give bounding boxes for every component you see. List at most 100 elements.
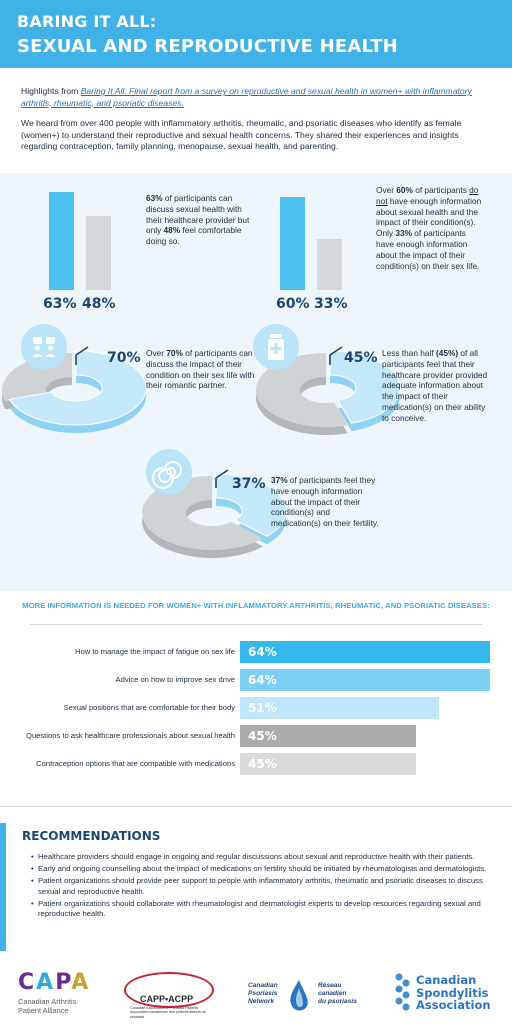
recommendations-section: RECOMMENDATIONS Healthcare providers sho… [0, 823, 512, 951]
needs-row: Contraception options that are compatibl… [0, 753, 512, 775]
medication-donut-value-slice [329, 350, 401, 424]
capa-letter: C [18, 970, 37, 995]
info-text-d: of participants have enough information … [376, 228, 480, 271]
needs-bar-value: 64% [248, 673, 277, 687]
partner-pct: 70% [166, 348, 183, 358]
info-pct-a: 60% [396, 185, 413, 195]
comfort-bar-48 [86, 215, 111, 290]
needs-bar-value: 45% [248, 757, 277, 771]
fertility-donut-leader-line [215, 469, 229, 488]
cpn-en-line2: Psoriasis [248, 990, 278, 997]
comfort-text-b: feel comfortable doing so. [146, 225, 242, 247]
cpn-fr-line3: du psoriasis [318, 998, 357, 1005]
csa-logo: Canadian Spondylitis Association [392, 972, 510, 1016]
partner-text-b: of participants can discuss the impact o… [146, 348, 255, 391]
capa-letter: A [36, 970, 56, 995]
capp-wordmark: CAPP•ACPP [140, 994, 194, 1004]
needs-title: MORE INFORMATION IS NEEDED FOR WOMEN+ WI… [22, 601, 490, 610]
header-title-line1: BARING IT ALL: [17, 12, 157, 31]
needs-row-label: Advice on how to improve sex drive [115, 675, 235, 684]
capa-subtitle: Canadian Arthritis Patient Alliance [18, 997, 90, 1015]
medication-donut [256, 346, 401, 435]
needs-bar: 64% [240, 669, 490, 691]
needs-row: Sexual positions that are comfortable fo… [0, 697, 512, 719]
info-text-a: Over [376, 185, 397, 195]
medicine-bottle-icon [253, 324, 299, 370]
needs-row-label: Contraception options that are compatibl… [36, 759, 235, 768]
medication-stat-text: Less than half (45%) of all participants… [382, 348, 494, 424]
recommendations-accent [0, 823, 6, 951]
capp-logo: CAPP•ACPP Canadian Association of Psoria… [120, 972, 220, 1020]
cpn-fr-line1: Réseau [318, 982, 342, 989]
needs-row-label: How to manage the impact of fatigue on s… [75, 647, 235, 656]
needs-row-label: Questions to ask healthcare professional… [26, 731, 235, 740]
header-title-line2: SEXUAL AND REPRODUCTIVE HEALTH [17, 36, 398, 57]
comfort-pct-b: 48% [163, 225, 181, 236]
cpn-french: Réseau canadien du psoriasis [318, 982, 357, 1006]
info-text-c: have enough information about sexual hea… [376, 195, 482, 239]
comfort-pct-a: 63% [146, 193, 163, 203]
fertility-pct: 37% [271, 475, 288, 485]
capa-letter: P [55, 970, 72, 995]
cpn-en-line1: Canadian [248, 982, 278, 989]
partner-percent: 70% [107, 350, 141, 366]
medication-text-a: Less than half [382, 348, 436, 358]
needs-bar-value: 51% [248, 701, 277, 715]
cpn-drop-icon [290, 980, 308, 1011]
comfort-stat-text: 63% of participants can discuss sexual h… [146, 193, 250, 247]
report-link[interactable]: Baring It All: Final report from a surve… [21, 86, 472, 108]
fertility-text: of participants feel they have enough in… [271, 475, 379, 529]
needs-divider-top [30, 624, 482, 625]
medication-text-b: of all participants feel that their heal… [382, 348, 488, 423]
cpn-en-line3: Network [248, 998, 275, 1005]
intro-paragraph-1: Highlights from Baring It All: Final rep… [21, 86, 491, 109]
needs-bar: 64% [240, 641, 490, 663]
info-do-not: do not [376, 185, 479, 206]
page-header: BARING IT ALL: SEXUAL AND REPRODUCTIVE H… [0, 0, 512, 68]
partner-logos: CAPA Canadian Arthritis Patient Alliance… [0, 958, 512, 1024]
recommendation-item: Healthcare providers should engage in on… [31, 852, 498, 862]
intro-paragraph-2: We heard from over 400 people with infla… [21, 118, 462, 152]
information-bar1-label: 60% [276, 296, 310, 312]
partner-stat-text: Over 70% of participants can discuss the… [146, 348, 264, 391]
medication-donut-remainder-slice [256, 353, 348, 427]
info-text-b: of participants [412, 185, 470, 195]
capp-subtitle: Canadian Association of Psoriasis Patien… [130, 1006, 206, 1019]
info-pct-b: 33% [395, 228, 412, 239]
comfort-text-a: of participants can discuss sexual healt… [146, 193, 250, 236]
cpn-logo: Canadian Psoriasis Network Réseau canadi… [248, 978, 360, 1018]
recommendation-item: Patient organizations should collaborate… [31, 899, 498, 919]
cpn-fr-line2: canadien [318, 990, 347, 997]
recommendation-item: Patient organizations should provide pee… [31, 876, 498, 896]
capa-subtitle-line1: Canadian Arthritis [18, 997, 77, 1006]
capa-letter: A [71, 970, 91, 995]
fertility-stat-text: 37% of participants feel they have enoug… [271, 475, 379, 529]
recommendations-list: Healthcare providers should engage in on… [31, 852, 498, 921]
needs-bar: 45% [240, 753, 416, 775]
comfort-bar2-label: 48% [82, 296, 116, 312]
capa-logo: CAPA Canadian Arthritis Patient Alliance [18, 970, 90, 1015]
intro-section: Highlights from Baring It All: Final rep… [21, 86, 491, 153]
comfort-bar1-label: 63% [43, 296, 77, 312]
needs-divider-bottom [0, 806, 512, 807]
needs-bar-value: 64% [248, 645, 277, 659]
needs-row-label: Sexual positions that are comfortable fo… [63, 703, 235, 712]
needs-row: Questions to ask healthcare professional… [0, 725, 512, 747]
needs-bar: 45% [240, 725, 416, 747]
needs-row: Advice on how to improve sex drive 64% [0, 669, 512, 691]
needs-bar: 51% [240, 697, 440, 719]
donut-charts [1, 346, 401, 558]
fertility-donut-value-slice [215, 473, 287, 537]
spiral-icon [146, 449, 192, 495]
information-bar2-label: 33% [314, 296, 348, 312]
csa-wordmark: Canadian Spondylitis Association [416, 974, 491, 1012]
medication-donut-leader-line [329, 346, 343, 365]
fertility-percent: 37% [232, 476, 266, 492]
capp-swoosh [124, 972, 214, 1008]
capa-wordmark: CAPA [18, 970, 90, 995]
couple-icon [21, 324, 67, 370]
partner-donut-value-slice [8, 350, 147, 426]
needs-bar-value: 45% [248, 729, 277, 743]
partner-donut-leader-line [75, 346, 89, 365]
intro-prefix: Highlights from [21, 86, 81, 96]
